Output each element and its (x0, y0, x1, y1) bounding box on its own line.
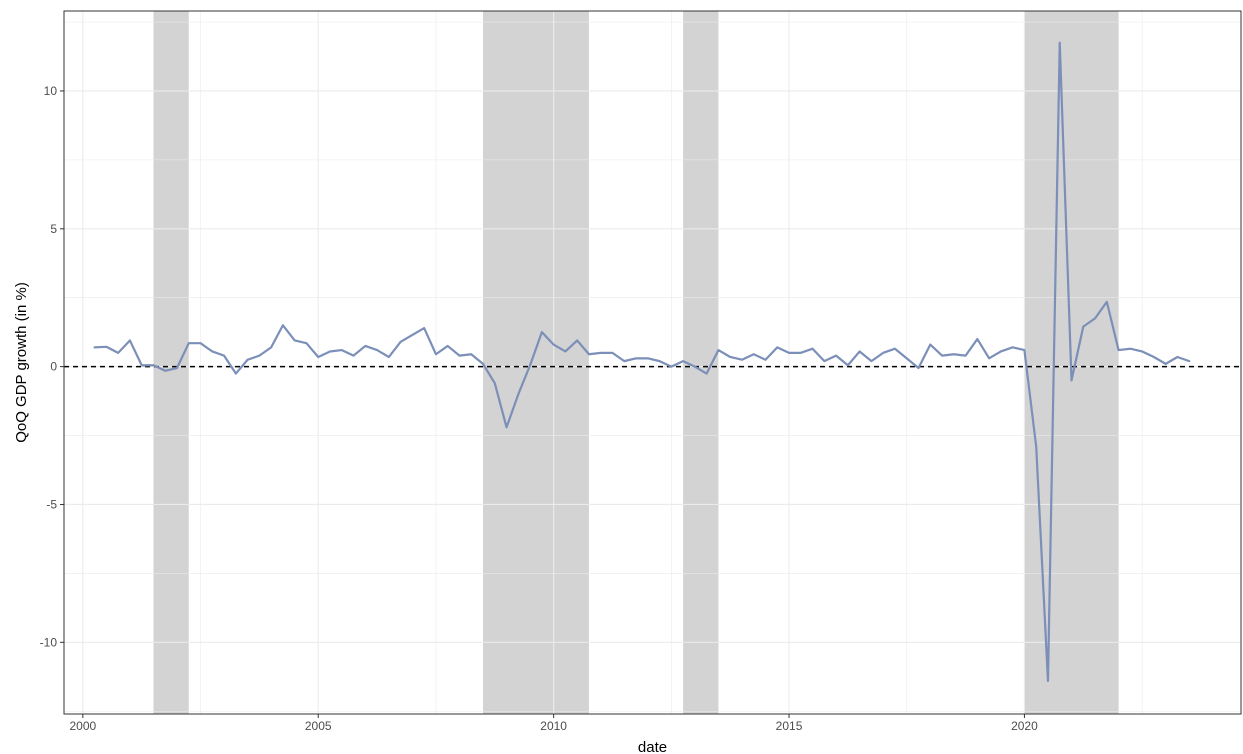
recession-band-2 (483, 11, 589, 714)
x-tick-label: 2015 (776, 719, 803, 733)
x-tick-label: 2010 (540, 719, 567, 733)
panel-border (63, 10, 1242, 715)
y-tick-label: 5 (50, 222, 57, 236)
x-axis-ticks: 2000 2005 2010 2015 2020 (69, 714, 1038, 733)
gridlines (64, 11, 1241, 714)
y-tick-label: -10 (40, 635, 58, 649)
x-tick-label: 2020 (1011, 719, 1038, 733)
y-tick-label: -5 (46, 497, 57, 511)
y-tick-label: 0 (50, 360, 57, 374)
recession-bands (153, 11, 1119, 714)
x-tick-label: 2005 (305, 719, 332, 733)
gdp-growth-series-line (93, 41, 1191, 683)
y-axis-ticks: -10 -5 0 5 10 (40, 84, 64, 649)
x-tick-label: 2000 (69, 719, 96, 733)
y-tick-label: 10 (44, 84, 58, 98)
x-axis-title: date (638, 739, 667, 754)
series-group (93, 41, 1191, 683)
y-axis-title: QoQ GDP growth (in %) (13, 282, 30, 443)
recession-band-1 (153, 11, 189, 714)
